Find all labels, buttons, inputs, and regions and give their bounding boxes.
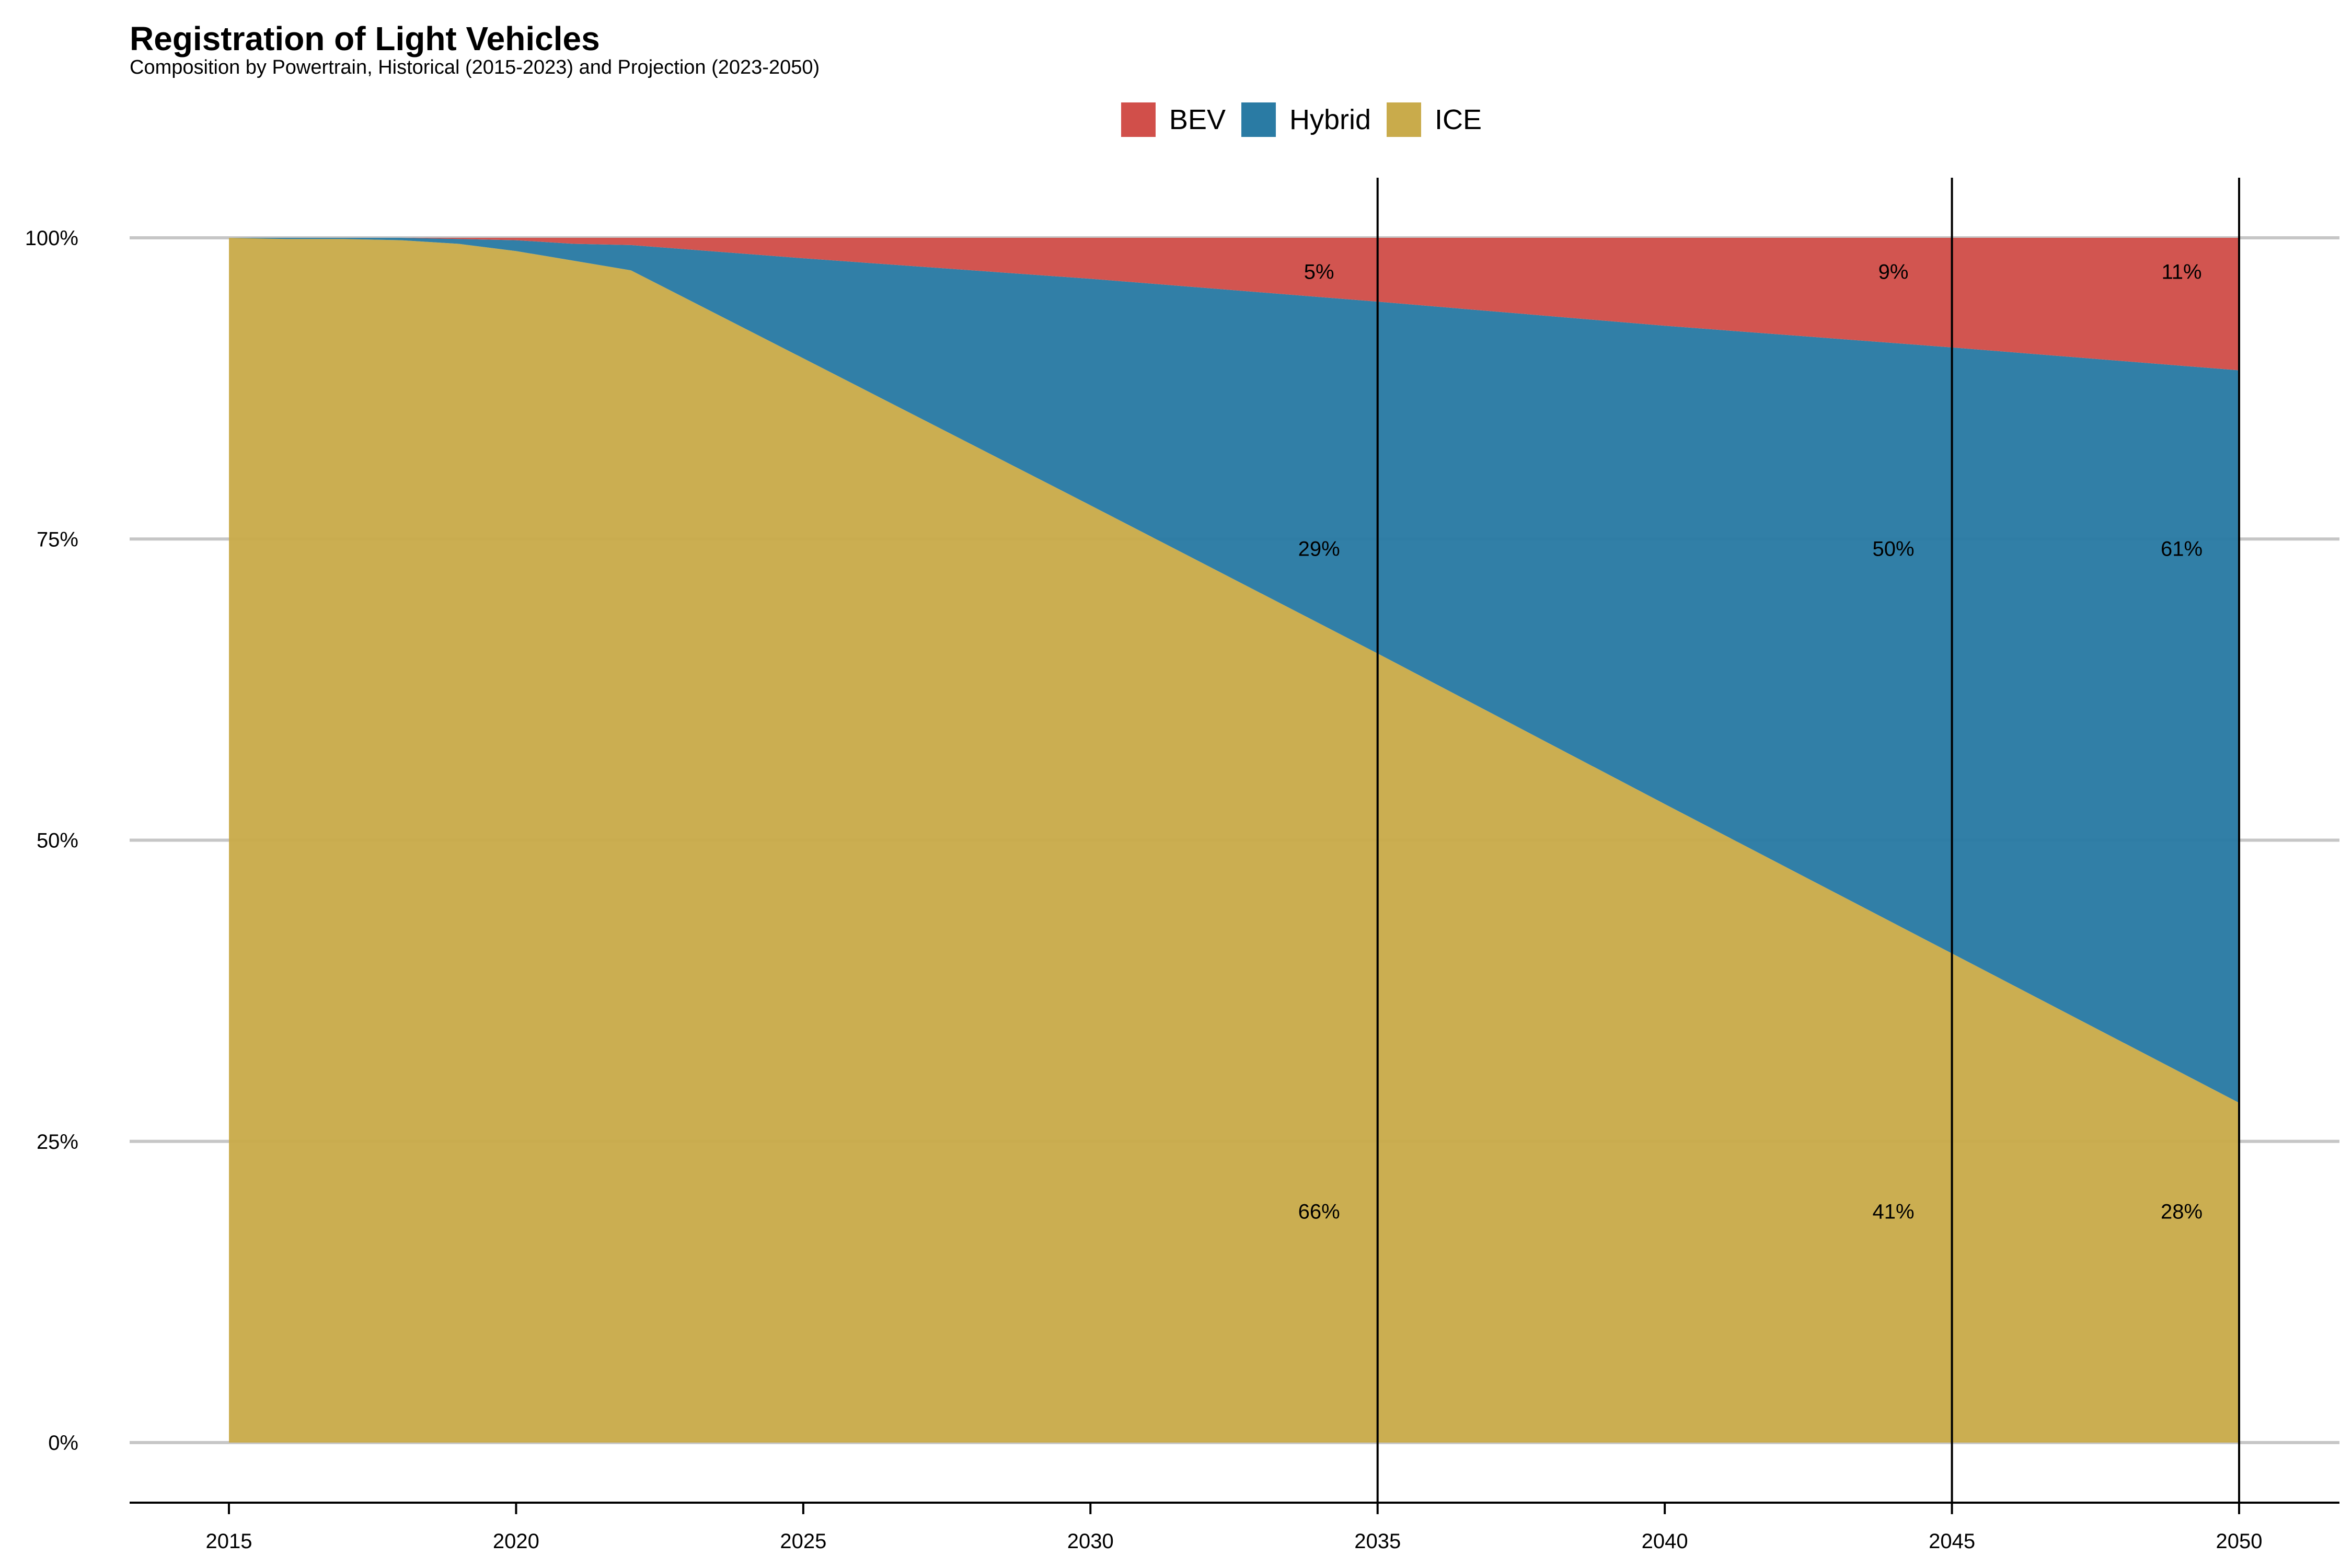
y-tick-label: 25%: [37, 1131, 78, 1154]
x-tick-label: 2050: [2216, 1530, 2263, 1553]
legend: BEV Hybrid ICE: [125, 102, 2352, 137]
y-tick-label: 0%: [48, 1432, 78, 1455]
legend-swatch-hybrid: [1241, 102, 1276, 137]
y-tick-label: 75%: [37, 528, 78, 551]
x-tick-label: 2025: [780, 1530, 826, 1553]
legend-swatch-ice: [1387, 102, 1422, 137]
data-label-bev-2050: 11%: [2161, 261, 2201, 284]
chart-title: Registration of Light Vehicles: [130, 20, 600, 57]
axis-layer: 0% 25% 50% 75% 100% 2015 2020 2025 2030 2035 2040 2…: [25, 227, 2339, 1553]
data-label-hybrid-2045: 50%: [1873, 538, 1915, 561]
data-label-bev-2035: 5%: [1304, 261, 1334, 284]
y-tick-label: 50%: [37, 829, 78, 852]
legend-item-ice[interactable]: ICE: [1387, 102, 1482, 137]
legend-label-hybrid: Hybrid: [1289, 104, 1371, 135]
data-label-ice-2045: 41%: [1873, 1200, 1915, 1223]
x-tick-label: 2030: [1067, 1530, 1114, 1553]
data-label-bev-2045: 9%: [1878, 261, 1909, 284]
chart-subtitle: Composition by Powertrain, Historical (2…: [130, 56, 820, 78]
area-ice: [229, 238, 2239, 1443]
x-tick-label: 2020: [493, 1530, 539, 1553]
legend-item-hybrid[interactable]: Hybrid: [1241, 102, 1371, 137]
y-tick-label: 100%: [25, 227, 78, 250]
legend-item-bev[interactable]: BEV: [1121, 102, 1226, 137]
x-tick-label: 2015: [206, 1530, 252, 1553]
legend-label-bev: BEV: [1169, 104, 1226, 135]
area-hybrid: [229, 238, 2239, 1103]
x-tick-label: 2045: [1929, 1530, 1975, 1553]
legend-label-ice: ICE: [1435, 104, 1482, 135]
area-bev: [229, 238, 2239, 371]
data-label-ice-2050: 28%: [2161, 1200, 2203, 1223]
data-label-hybrid-2035: 29%: [1298, 538, 1340, 561]
data-label-hybrid-2050: 61%: [2161, 538, 2203, 561]
x-tick-label: 2035: [1354, 1530, 1401, 1553]
legend-swatch-bev: [1121, 102, 1156, 137]
x-tick-label: 2040: [1642, 1530, 1688, 1553]
reference-lines: [1376, 178, 2240, 1503]
data-label-layer: 5% 29% 66% 9% 50% 41% 11% 61% 28%: [1298, 261, 2203, 1224]
area-layer: [229, 238, 2239, 1443]
data-label-ice-2035: 66%: [1298, 1200, 1340, 1223]
